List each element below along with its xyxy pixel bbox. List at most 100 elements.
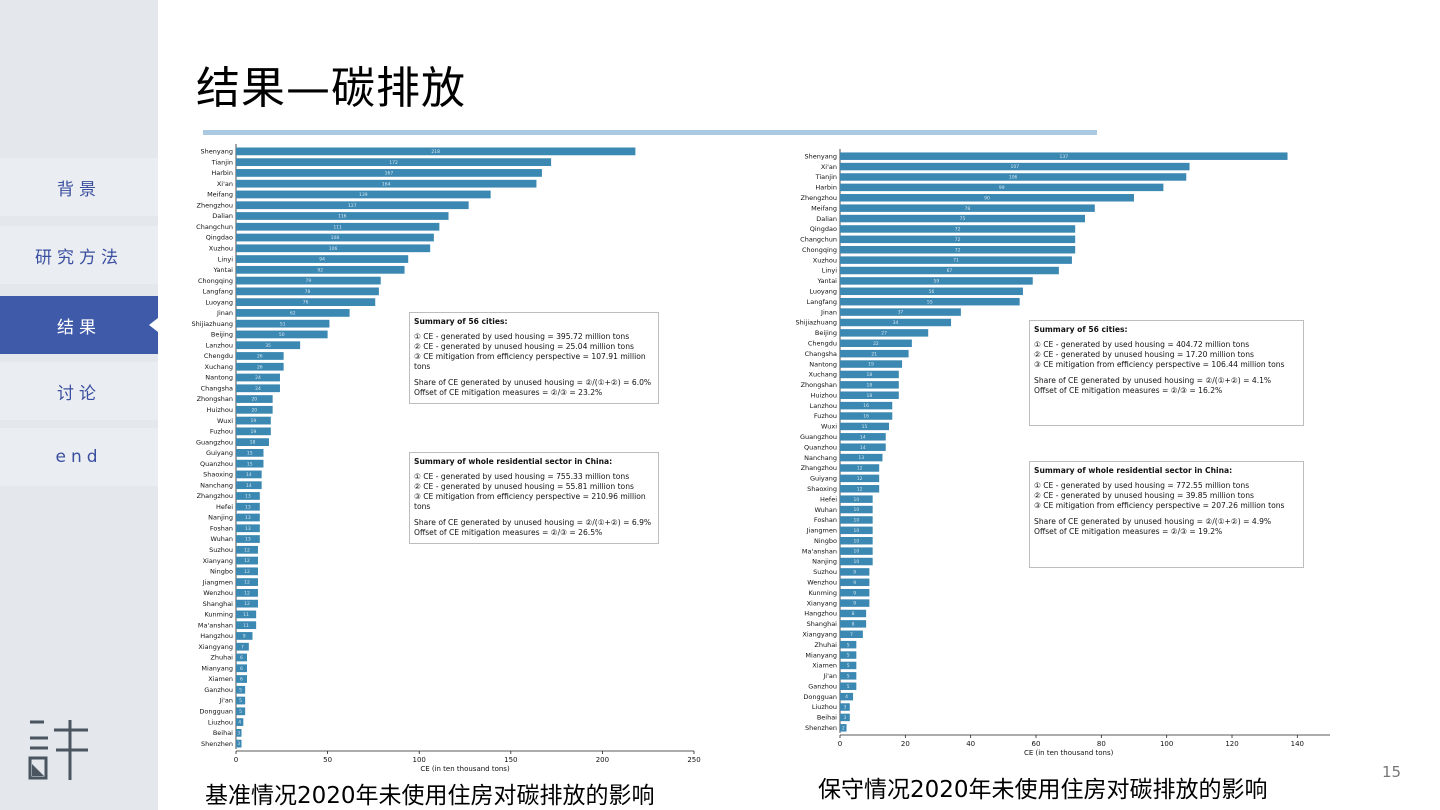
data-label: 12 [244, 569, 250, 575]
data-label: 92 [317, 267, 323, 273]
data-label: 79 [305, 278, 311, 284]
nav-item-label: 背景 [57, 179, 101, 200]
category-label: Liuzhou [812, 703, 837, 711]
summary-line: ② CE - generated by unused housing = 25.… [414, 342, 634, 351]
data-label: 8 [852, 621, 855, 627]
summary-line: ① CE - generated by used housing = 772.5… [1034, 481, 1250, 490]
data-label: 7 [241, 644, 244, 650]
bar [236, 169, 542, 177]
nav-item-background[interactable]: 背景 [0, 158, 158, 216]
bar [840, 297, 1020, 306]
category-label: Linyi [822, 267, 837, 275]
bar [840, 391, 899, 399]
category-label: Beijing [815, 329, 837, 337]
summary-box-china: Summary of whole residential sector in C… [409, 452, 659, 544]
bar [236, 352, 284, 360]
data-label: 19 [251, 429, 257, 435]
category-label: Kunming [808, 589, 837, 597]
summary-ratio: Share of CE generated by unused housing … [414, 378, 652, 387]
bar [236, 201, 469, 210]
bar [840, 526, 873, 535]
category-label: Xianyang [807, 599, 837, 607]
bar [236, 179, 537, 188]
data-label: 107 [1010, 164, 1019, 170]
category-label: Zhangzhou [801, 464, 837, 472]
data-label: 14 [860, 445, 866, 451]
bar [236, 535, 260, 543]
data-label: 10 [853, 507, 859, 513]
x-tick-label: 120 [1225, 740, 1238, 748]
category-label: Jinan [216, 309, 233, 317]
category-label: Harbin [211, 169, 233, 177]
bar [236, 524, 260, 533]
category-label: Liuzhou [208, 718, 233, 726]
category-label: Quanzhou [804, 443, 837, 451]
data-label: 116 [338, 214, 347, 220]
data-label: 10 [853, 559, 859, 565]
category-label: Foshan [814, 516, 837, 524]
category-label: Yantai [816, 277, 837, 285]
data-label: 50 [279, 332, 285, 338]
data-label: 78 [965, 206, 971, 212]
bar [236, 545, 258, 554]
category-label: Tianjin [211, 158, 233, 166]
bar [840, 173, 1187, 181]
bar [236, 287, 379, 296]
nav-item-end[interactable]: end [0, 428, 158, 486]
bar [236, 222, 440, 231]
bar [236, 728, 242, 737]
data-label: 12 [244, 558, 250, 564]
bar-chart-conservative: Shenyang 137 Xi'an 107 Tianjin 106 Harbin 99 Zhe… [770, 140, 1340, 770]
data-label: 3 [843, 705, 846, 711]
category-label: Suzhou [813, 568, 837, 576]
category-label: Jinan [820, 308, 837, 316]
category-label: Beihai [817, 714, 837, 722]
category-label: Xuzhou [813, 256, 837, 264]
category-label: Beihai [213, 729, 233, 737]
category-label: Chengdu [204, 352, 233, 360]
data-label: 11 [243, 623, 249, 629]
caption-conservative: 保守情况2020年未使用住房对碳排放的影响 [818, 777, 1268, 803]
data-label: 18 [250, 440, 256, 446]
summary-line: ③ CE mitigation from efficiency perspect… [414, 492, 646, 511]
data-label: 10 [853, 549, 859, 555]
data-label: 21 [871, 351, 877, 357]
data-label: 5 [847, 653, 850, 659]
data-label: 24 [255, 386, 261, 392]
category-label: Zhengzhou [801, 194, 837, 202]
data-label: 12 [244, 601, 250, 607]
bar [840, 162, 1190, 171]
category-label: Zhengzhou [197, 201, 233, 209]
category-label: Linyi [218, 255, 233, 263]
bar [840, 485, 880, 493]
bar [840, 651, 857, 659]
bar [840, 724, 847, 732]
bar [236, 599, 258, 608]
data-label: 13 [245, 494, 251, 500]
summary-ratio: Offset of CE mitigation measures = ②/③ =… [414, 528, 603, 537]
category-label: Xuchang [809, 371, 838, 379]
data-label: 13 [245, 515, 251, 521]
nav-item-methods[interactable]: 研究方法 [0, 226, 158, 284]
data-label: 3 [843, 715, 846, 721]
category-label: Changchun [800, 236, 837, 244]
x-tick-label: 0 [838, 740, 842, 748]
active-caret-icon [149, 318, 158, 332]
bar [840, 692, 854, 701]
bar [236, 265, 405, 274]
bar [236, 513, 260, 522]
bar [236, 632, 253, 640]
category-label: Ji'an [822, 672, 837, 680]
category-label: Qingdao [206, 234, 233, 242]
data-label: 15 [247, 461, 253, 467]
category-label: Chengdu [808, 339, 837, 347]
category-label: Nanchang [200, 481, 233, 489]
nav-item-discussion[interactable]: 讨论 [0, 362, 158, 420]
data-label: 5 [847, 684, 850, 690]
bar-chart-baseline: Shenyang 218 Tianjin 172 Harbin 167 Xi'an 164 Me… [160, 140, 720, 780]
category-label: Fuzhou [210, 428, 233, 436]
category-label: Nantong [205, 374, 233, 382]
nav-item-label: 结果 [57, 317, 101, 338]
nav-item-results[interactable]: 结果 [0, 296, 158, 354]
logo-icon [28, 720, 88, 780]
